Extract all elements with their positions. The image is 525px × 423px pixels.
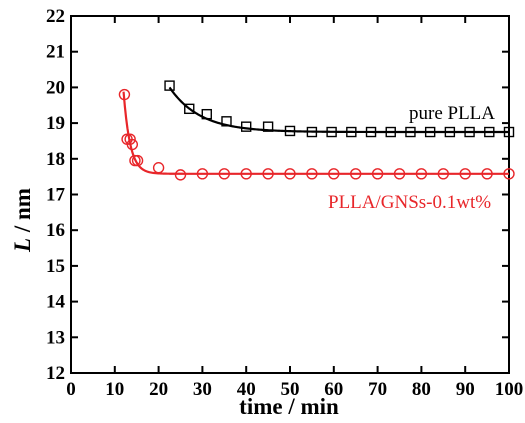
data-point: [164, 80, 175, 91]
series-0: [164, 80, 515, 138]
x-tick-label: 60: [324, 379, 343, 400]
y-tick-label: 17: [46, 185, 66, 206]
data-point: [484, 126, 495, 138]
x-tick-label: 90: [456, 379, 475, 400]
data-point: [118, 88, 131, 101]
y-tick-label: 12: [46, 363, 65, 384]
data-point: [184, 103, 195, 115]
data-point: [350, 168, 362, 180]
ticks-layer: 0 10 20 30 40 50 60 70 80 90 100 12 13 14 15 16 17 18 19 20…: [46, 6, 523, 400]
y-tick-label: 15: [46, 256, 65, 277]
y-axis-title: L / nm: [10, 188, 35, 253]
data-point: [306, 168, 318, 180]
data-point: [385, 126, 396, 138]
x-tick-label: 0: [66, 379, 76, 400]
data-point: [503, 126, 515, 138]
x-tick-label: 10: [105, 379, 124, 400]
data-point: [459, 168, 471, 180]
data-point: [306, 126, 318, 138]
data-point: [284, 168, 296, 180]
y-tick-label: 20: [46, 77, 65, 98]
data-point: [152, 162, 165, 174]
y-axis-title-italic: L: [10, 238, 35, 253]
series-label-plla-gnss: PLLA/GNSs-0.1wt%: [328, 192, 491, 213]
data-point: [174, 169, 187, 181]
y-tick-label: 14: [46, 292, 66, 313]
x-tick-label: 20: [149, 379, 168, 400]
series-1: [118, 88, 515, 181]
y-tick-label: 19: [46, 113, 65, 134]
data-point: [221, 116, 232, 127]
y-axis-title-rest: / nm: [10, 188, 35, 238]
data-point: [365, 126, 377, 138]
x-tick-label: 40: [237, 379, 256, 400]
y-tick-label: 16: [46, 220, 65, 241]
data-point: [444, 126, 456, 138]
data-point: [464, 126, 475, 138]
data-point: [124, 133, 136, 145]
data-point: [371, 168, 384, 180]
data-point: [415, 168, 428, 180]
y-tick-label: 22: [46, 6, 65, 27]
data-point: [240, 168, 252, 180]
data-point: [131, 154, 144, 167]
series-label-pure-plla: pure PLLA: [409, 103, 495, 124]
x-axis-title: time / min: [239, 394, 339, 419]
data-point: [262, 121, 274, 132]
data-point: [481, 168, 493, 180]
series-layer: [118, 80, 515, 181]
data-point: [218, 168, 231, 180]
x-tick-label: 50: [281, 379, 300, 400]
x-tick-label: 80: [412, 379, 431, 400]
data-point: [262, 168, 274, 180]
data-point: [393, 168, 406, 180]
data-point: [346, 126, 357, 138]
fit-line: [168, 86, 509, 134]
data-point: [126, 138, 139, 151]
data-point: [437, 168, 449, 180]
data-point: [424, 126, 436, 138]
y-tick-label: 21: [46, 42, 65, 63]
data-point: [503, 168, 515, 180]
data-point: [201, 108, 212, 120]
data-point: [328, 168, 340, 180]
y-tick-label: 18: [46, 149, 65, 170]
data-point: [240, 121, 252, 132]
data-point: [284, 125, 296, 137]
data-point: [405, 126, 416, 138]
data-point: [196, 168, 209, 180]
x-tick-label: 30: [193, 379, 212, 400]
y-tick-label: 13: [46, 327, 65, 348]
x-tick-label: 70: [368, 379, 387, 400]
x-tick-label: 100: [495, 379, 524, 400]
data-point: [326, 126, 337, 138]
